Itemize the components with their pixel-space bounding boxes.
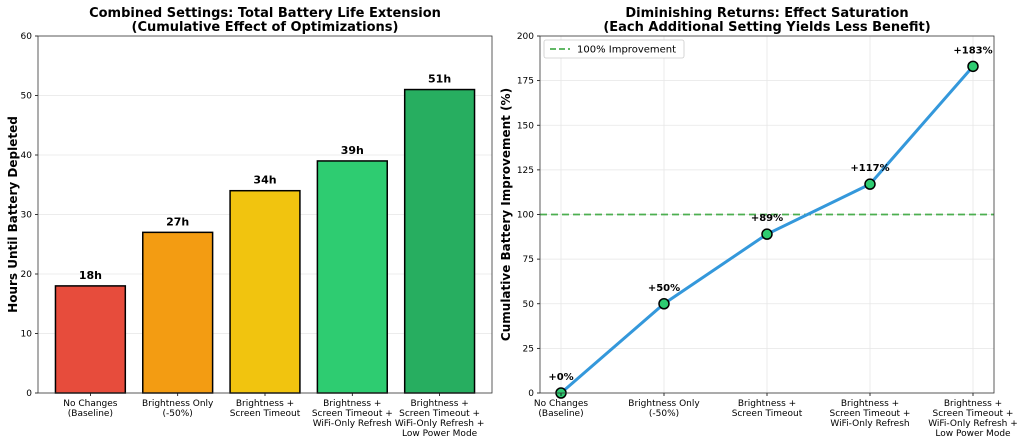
x-tick-label: Brightness +	[944, 399, 1002, 409]
x-tick-label: WiFi-Only Refresh	[830, 419, 909, 429]
x-tick-label: (Baseline)	[68, 409, 113, 419]
y-tick-label: 0	[528, 389, 534, 399]
bar-value-label: 39h	[341, 144, 364, 157]
x-tick-label: Screen Timeout	[230, 409, 301, 419]
axes-frame	[539, 35, 995, 394]
y-tick-label: 150	[517, 121, 534, 131]
y-tick-label: 40	[21, 151, 33, 161]
y-tick-label: 0	[26, 389, 32, 399]
bar-value-label: 18h	[79, 269, 102, 282]
x-tick-label: Screen Timeout +	[312, 409, 393, 419]
x-tick-label: Brightness +	[323, 399, 381, 409]
point-value-label: +50%	[648, 283, 680, 294]
x-tick-label: (-50%)	[649, 409, 679, 419]
y-tick-label: 100	[517, 211, 534, 221]
y-tick-label: 20	[21, 270, 33, 280]
x-tick-label: Brightness +	[841, 399, 899, 409]
y-tick-label: 10	[21, 330, 33, 340]
x-tick-label: WiFi-Only Refresh +	[928, 419, 1018, 429]
bar	[403, 88, 476, 394]
y-tick-label: 30	[21, 211, 33, 221]
y-tick-label: 25	[523, 344, 534, 354]
x-tick-label: (-50%)	[163, 409, 193, 419]
x-tick-label: Brightness Only	[142, 399, 214, 409]
point-value-label: +183%	[953, 45, 992, 56]
x-tick-label: (Baseline)	[538, 409, 583, 419]
legend-box	[543, 39, 685, 59]
chart-subtitle: (Each Additional Setting Yields Less Ben…	[603, 20, 930, 35]
x-tick-label: Screen Timeout +	[933, 409, 1014, 419]
y-axis-label: Cumulative Battery Improvement (%)	[499, 88, 513, 341]
data-point	[761, 228, 773, 240]
x-tick-label: No Changes	[534, 399, 589, 409]
x-tick-label: No Changes	[63, 399, 118, 409]
chart-subtitle: (Cumulative Effect of Optimizations)	[132, 20, 399, 35]
x-tick-label: WiFi-Only Refresh +	[395, 419, 485, 429]
y-tick-label: 125	[517, 166, 534, 176]
bar	[54, 285, 127, 394]
y-tick-label: 50	[523, 300, 535, 310]
bar	[142, 231, 214, 394]
x-tick-label: Screen Timeout +	[830, 409, 911, 419]
legend-label: 100% Improvement	[577, 45, 676, 56]
chart-title: Combined Settings: Total Battery Life Ex…	[89, 6, 441, 21]
y-axis-label: Hours Until Battery Depleted	[6, 116, 20, 313]
data-point	[864, 178, 876, 190]
point-value-label: +0%	[548, 372, 573, 383]
x-tick-label: Brightness +	[738, 399, 796, 409]
y-tick-label: 175	[517, 77, 534, 87]
x-tick-label: WiFi-Only Refresh	[313, 419, 392, 429]
bar-value-label: 27h	[166, 215, 189, 228]
bar	[316, 160, 388, 394]
bar	[229, 189, 301, 394]
data-point	[967, 60, 979, 73]
point-value-label: +117%	[850, 163, 889, 174]
x-tick-label: Screen Timeout +	[399, 409, 480, 419]
y-tick-label: 60	[21, 32, 33, 42]
y-tick-label: 200	[517, 32, 534, 42]
bar-value-label: 34h	[253, 174, 276, 187]
x-tick-label: Brightness +	[410, 399, 468, 409]
x-tick-label: Brightness +	[236, 399, 294, 409]
point-value-label: +89%	[751, 213, 783, 224]
y-tick-label: 75	[523, 255, 534, 265]
axes-frame	[37, 35, 493, 394]
x-tick-label: Screen Timeout	[732, 409, 803, 419]
data-point	[658, 298, 670, 310]
x-tick-label: Low Power Mode	[402, 429, 478, 439]
chart-title: Diminishing Returns: Effect Saturation	[625, 6, 908, 21]
x-tick-label: Low Power Mode	[935, 429, 1011, 439]
bar-value-label: 51h	[428, 73, 451, 86]
x-tick-label: Brightness Only	[628, 399, 700, 409]
y-tick-label: 50	[21, 92, 33, 102]
